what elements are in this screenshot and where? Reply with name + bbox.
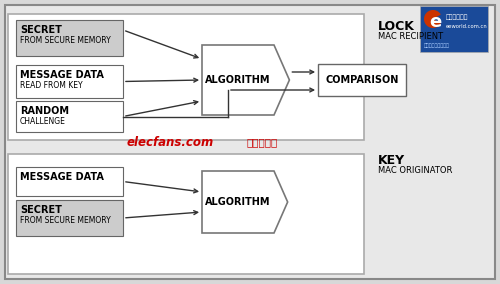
Text: MESSAGE DATA: MESSAGE DATA (20, 172, 104, 182)
Bar (16, 200, 123, 236)
Text: KEY: KEY (378, 154, 405, 167)
Text: 电子工程世界: 电子工程世界 (446, 14, 468, 20)
Wedge shape (424, 10, 441, 28)
Text: READ FROM KEY: READ FROM KEY (20, 81, 82, 90)
Text: 最强电子工程师社区: 最强电子工程师社区 (424, 43, 450, 48)
Bar (16, 101, 123, 132)
Text: RANDOM: RANDOM (20, 106, 69, 116)
Text: elecfans.com: elecfans.com (126, 135, 214, 149)
Text: COMPARISON: COMPARISON (326, 75, 398, 85)
Bar (16, 167, 123, 196)
Text: SECRET: SECRET (20, 25, 62, 35)
Text: LOCK: LOCK (378, 20, 415, 33)
Polygon shape (202, 171, 288, 233)
Text: MAC RECIPIENT: MAC RECIPIENT (378, 32, 443, 41)
Text: FROM SECURE MEMORY: FROM SECURE MEMORY (20, 216, 111, 225)
Text: eeworld.com.cn: eeworld.com.cn (446, 24, 488, 29)
Text: FROM SECURE MEMORY: FROM SECURE MEMORY (20, 36, 111, 45)
Bar (8, 14, 364, 140)
Text: e: e (429, 13, 442, 31)
Bar (16, 20, 123, 56)
Bar (318, 64, 406, 96)
Text: SECRET: SECRET (20, 205, 62, 215)
Text: CHALLENGE: CHALLENGE (20, 117, 66, 126)
Text: ALGORITHM: ALGORITHM (206, 75, 271, 85)
Text: ALGORITHM: ALGORITHM (206, 197, 271, 207)
Polygon shape (202, 45, 290, 115)
Bar (8, 154, 364, 274)
Bar (16, 65, 123, 98)
Text: MAC ORIGINATOR: MAC ORIGINATOR (378, 166, 452, 175)
Bar (420, 6, 488, 52)
Text: 电子发烧友: 电子发烧友 (246, 137, 278, 147)
Text: MESSAGE DATA: MESSAGE DATA (20, 70, 104, 80)
